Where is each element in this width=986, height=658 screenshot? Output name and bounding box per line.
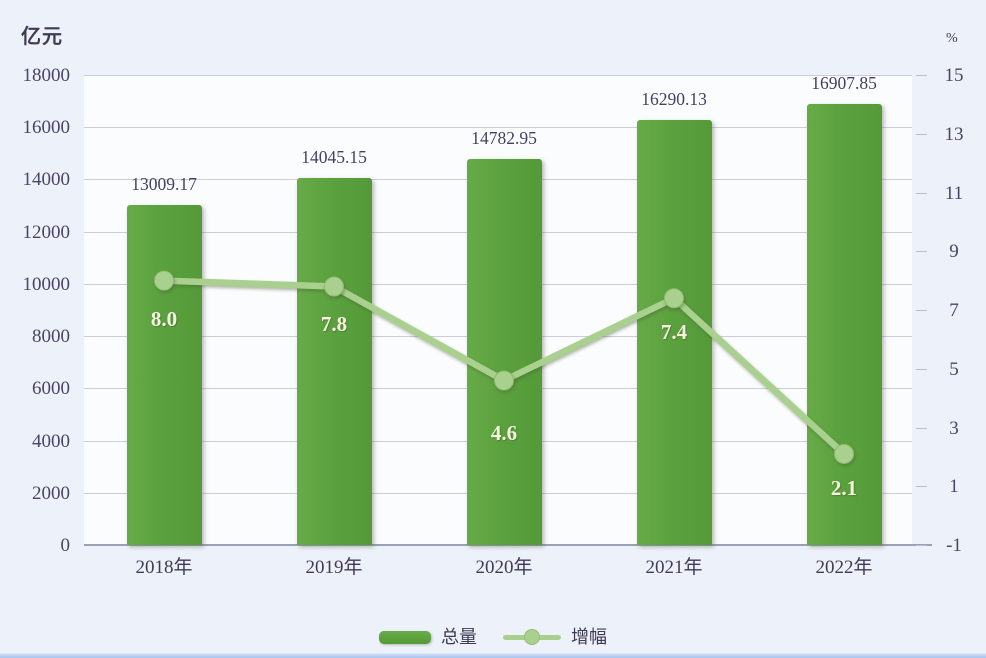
legend-line-marker bbox=[524, 629, 540, 645]
x-axis-label: 2019年 bbox=[305, 557, 363, 578]
legend: 总量 增幅 bbox=[0, 628, 986, 646]
right-axis-tick: 9 bbox=[949, 241, 959, 263]
x-axis-label: 2021年 bbox=[645, 557, 703, 578]
bar-value-label: 13009.17 bbox=[131, 174, 197, 195]
left-axis-tick: 10000 bbox=[22, 273, 71, 295]
left-axis-tick: 18000 bbox=[22, 65, 71, 86]
right-axis-tick: 5 bbox=[949, 358, 959, 380]
x-axis-label: 2018年 bbox=[135, 557, 193, 578]
right-axis-tick: 11 bbox=[944, 182, 964, 204]
left-axis-tick: 0 bbox=[60, 535, 71, 556]
legend-line-swatch bbox=[503, 628, 561, 646]
growth-value-label: 7.8 bbox=[320, 311, 348, 336]
bar-2021年 bbox=[636, 119, 712, 545]
growth-point-2021年 bbox=[664, 288, 684, 309]
right-axis-tick-mark bbox=[916, 192, 927, 194]
bar-value-label: 14045.15 bbox=[301, 147, 367, 168]
left-axis-title: 亿元 bbox=[21, 26, 63, 48]
legend-item-total: 总量 bbox=[379, 628, 477, 646]
x-axis-label: 2022年 bbox=[815, 557, 873, 578]
bottom-accent-strip bbox=[0, 653, 986, 658]
right-axis-tick: 15 bbox=[944, 65, 964, 86]
right-axis-tick: 1 bbox=[949, 476, 959, 498]
x-axis-line bbox=[84, 544, 932, 546]
legend-item-growth: 增幅 bbox=[503, 628, 607, 646]
growth-value-label: 7.4 bbox=[660, 320, 688, 345]
right-axis-tick-mark bbox=[916, 486, 927, 488]
right-axis-tick: 7 bbox=[949, 300, 959, 321]
left-axis-tick: 4000 bbox=[32, 430, 70, 452]
growth-point-2022年 bbox=[834, 443, 854, 464]
growth-value-label: 8.0 bbox=[150, 306, 178, 331]
left-axis-tick: 2000 bbox=[32, 482, 70, 504]
left-axis-tick: 8000 bbox=[32, 326, 70, 348]
bar-value-label: 14782.95 bbox=[471, 128, 537, 148]
legend-label: 增幅 bbox=[571, 627, 607, 647]
legend-bar-swatch bbox=[379, 630, 431, 644]
left-axis-tick: 16000 bbox=[22, 117, 71, 139]
right-axis-tick-mark bbox=[916, 133, 927, 135]
right-axis-tick-mark bbox=[916, 427, 927, 429]
growth-point-2018年 bbox=[154, 270, 174, 291]
right-axis-tick: 3 bbox=[949, 417, 959, 439]
left-axis-tick: 12000 bbox=[22, 221, 71, 243]
h-gridline bbox=[84, 127, 912, 129]
growth-point-2020年 bbox=[494, 370, 514, 391]
bar-2018年 bbox=[126, 205, 202, 545]
growth-value-label: 4.6 bbox=[490, 420, 518, 445]
bar-2022年 bbox=[806, 103, 882, 545]
bar-2020年 bbox=[466, 159, 542, 545]
bar-value-label: 16907.85 bbox=[811, 72, 877, 93]
h-gridline bbox=[84, 75, 912, 76]
growth-point-2019年 bbox=[324, 276, 344, 297]
left-axis-tick: 6000 bbox=[32, 378, 70, 400]
right-axis-title: % bbox=[946, 31, 958, 46]
right-axis-tick-mark bbox=[916, 545, 927, 546]
bar-2019年 bbox=[296, 178, 372, 545]
right-axis-tick: 13 bbox=[944, 123, 964, 145]
x-axis-label: 2020年 bbox=[475, 557, 533, 578]
right-axis-tick-mark bbox=[916, 75, 927, 76]
right-axis-tick: -1 bbox=[946, 535, 962, 556]
right-axis-tick-mark bbox=[916, 310, 927, 311]
left-axis-tick: 14000 bbox=[22, 169, 71, 191]
bar-value-label: 16290.13 bbox=[641, 88, 707, 109]
right-axis-tick-mark bbox=[916, 368, 927, 370]
growth-value-label: 2.1 bbox=[830, 475, 858, 500]
legend-label: 总量 bbox=[441, 627, 477, 647]
right-axis-tick-mark bbox=[916, 251, 927, 253]
